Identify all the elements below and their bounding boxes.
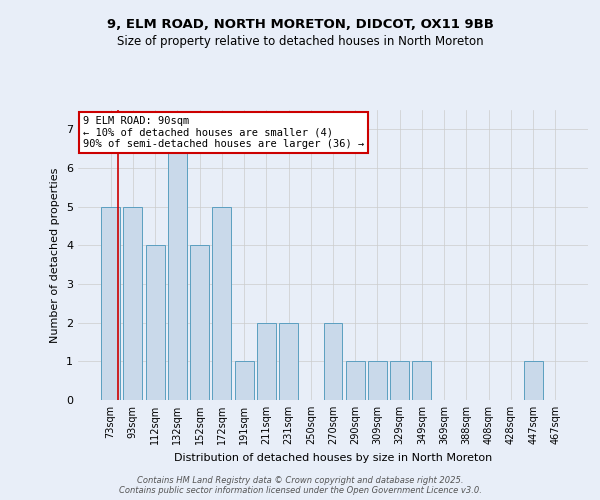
Text: 9 ELM ROAD: 90sqm
← 10% of detached houses are smaller (4)
90% of semi-detached : 9 ELM ROAD: 90sqm ← 10% of detached hous…	[83, 116, 364, 149]
Bar	[412, 362, 431, 400]
Text: 9, ELM ROAD, NORTH MORETON, DIDCOT, OX11 9BB: 9, ELM ROAD, NORTH MORETON, DIDCOT, OX11…	[107, 18, 493, 30]
X-axis label: Distribution of detached houses by size in North Moreton: Distribution of detached houses by size …	[174, 452, 492, 462]
Bar	[212, 206, 231, 400]
Bar	[390, 362, 409, 400]
Bar	[124, 206, 142, 400]
Y-axis label: Number of detached properties: Number of detached properties	[50, 168, 61, 342]
Bar	[279, 322, 298, 400]
Bar	[146, 246, 164, 400]
Text: Size of property relative to detached houses in North Moreton: Size of property relative to detached ho…	[116, 35, 484, 48]
Bar	[323, 322, 343, 400]
Bar	[346, 362, 365, 400]
Bar	[190, 246, 209, 400]
Bar	[101, 206, 120, 400]
Bar	[257, 322, 276, 400]
Bar	[168, 130, 187, 400]
Bar	[235, 362, 254, 400]
Text: Contains HM Land Registry data © Crown copyright and database right 2025.
Contai: Contains HM Land Registry data © Crown c…	[119, 476, 481, 495]
Bar	[368, 362, 387, 400]
Bar	[524, 362, 542, 400]
